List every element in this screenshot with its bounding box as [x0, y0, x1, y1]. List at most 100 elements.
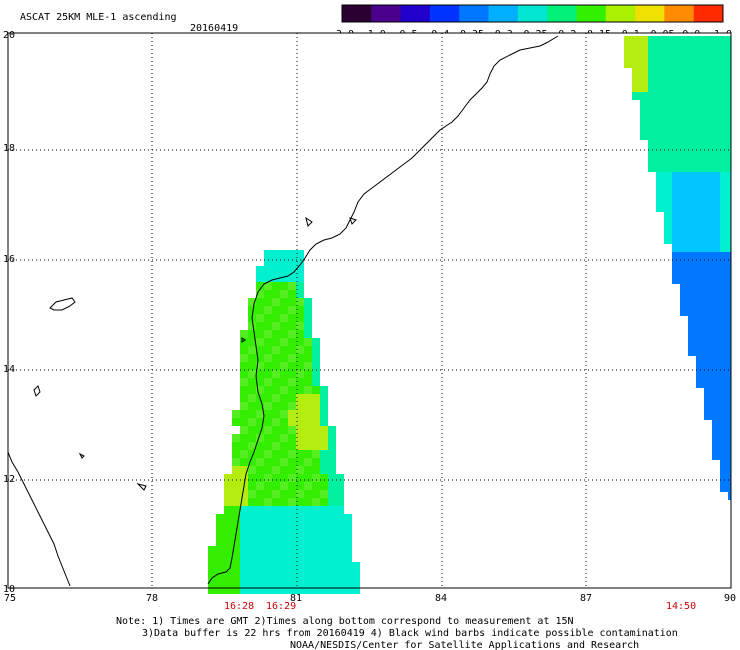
- swath-cell: [296, 354, 304, 362]
- swath-cell: [272, 562, 280, 570]
- swath-cell: [312, 442, 320, 450]
- swath-cell: [288, 298, 296, 306]
- swath-cell: [728, 436, 731, 444]
- swath-cell: [288, 530, 296, 538]
- swath-cell: [320, 402, 328, 410]
- swath-cell: [224, 530, 232, 538]
- swath-cell: [664, 172, 672, 180]
- swath-cell: [248, 506, 256, 514]
- swath-cell: [280, 258, 288, 266]
- swath-cell: [712, 380, 720, 388]
- swath-cell: [320, 386, 328, 394]
- colorbar-swatch: [429, 5, 460, 22]
- swath-cell: [672, 132, 680, 140]
- swath-cell: [232, 586, 240, 594]
- swath-cell: [272, 378, 280, 386]
- swath-cell: [656, 116, 664, 124]
- swath-cell: [696, 364, 704, 372]
- swath-cell: [632, 36, 640, 44]
- swath-cell: [336, 570, 344, 578]
- swath-cell: [664, 228, 672, 236]
- swath-cell: [248, 330, 256, 338]
- product-date: 20160419: [190, 23, 238, 34]
- swath-cell: [320, 466, 328, 474]
- swath-cell: [720, 76, 728, 84]
- swath-cell: [664, 220, 672, 228]
- swath-cell: [672, 36, 680, 44]
- swath-cell: [280, 442, 288, 450]
- swath-cell: [272, 250, 280, 258]
- swath-cell: [728, 452, 731, 460]
- swath-cell: [304, 418, 312, 426]
- swath-cell: [696, 268, 704, 276]
- swath-cell: [688, 340, 696, 348]
- swath-cell: [720, 340, 728, 348]
- swath-cell: [328, 466, 336, 474]
- swath-cell: [264, 546, 272, 554]
- swath-cell: [656, 52, 664, 60]
- swath-cell: [640, 124, 648, 132]
- swath-cell: [672, 68, 680, 76]
- swath-cell: [240, 394, 248, 402]
- swath-cell: [688, 236, 696, 244]
- swath-cell: [688, 188, 696, 196]
- swath-cell: [720, 412, 728, 420]
- swath-cell: [240, 466, 248, 474]
- swath-cell: [288, 306, 296, 314]
- swath-cell: [296, 378, 304, 386]
- swath-cell: [304, 322, 312, 330]
- swath-cell: [704, 308, 712, 316]
- swath-cell: [656, 124, 664, 132]
- swath-cell: [320, 586, 328, 594]
- swath-cell: [280, 322, 288, 330]
- swath-cell: [272, 474, 280, 482]
- swath-cell: [688, 212, 696, 220]
- swath-cell: [296, 298, 304, 306]
- swath-cell: [328, 554, 336, 562]
- swath-cell: [264, 562, 272, 570]
- swath-cell: [648, 164, 656, 172]
- swath-cell: [312, 386, 320, 394]
- swath-cell: [312, 522, 320, 530]
- swath-cell: [280, 282, 288, 290]
- swath-cell: [688, 316, 696, 324]
- swath-cell: [680, 180, 688, 188]
- swath-cell: [720, 180, 728, 188]
- swath-cell: [688, 68, 696, 76]
- swath-cell: [680, 108, 688, 116]
- swath-cell: [280, 578, 288, 586]
- swath-cell: [728, 284, 731, 292]
- swath-cell: [240, 362, 248, 370]
- swath-cell: [704, 132, 712, 140]
- swath-cell: [720, 172, 728, 180]
- swath-cell: [720, 268, 728, 276]
- swath-cell: [272, 546, 280, 554]
- swath-cell: [256, 298, 264, 306]
- swath-cell: [280, 498, 288, 506]
- swath-cell: [728, 204, 731, 212]
- swath-cell: [256, 442, 264, 450]
- swath-cell: [728, 180, 731, 188]
- swath-cell: [704, 268, 712, 276]
- y-tick-label: 18: [3, 143, 15, 154]
- swath-cell: [712, 92, 720, 100]
- swath-cell: [304, 458, 312, 466]
- swath-cell: [704, 196, 712, 204]
- swath-cell: [256, 562, 264, 570]
- swath-cell: [320, 546, 328, 554]
- swath-cell: [720, 332, 728, 340]
- swath-cell: [712, 372, 720, 380]
- map-background: [8, 33, 731, 588]
- swath-cell: [704, 396, 712, 404]
- swath-cell: [656, 188, 664, 196]
- swath-cell: [672, 204, 680, 212]
- swath-cell: [264, 306, 272, 314]
- swath-cell: [280, 562, 288, 570]
- small-island-e: [349, 217, 357, 225]
- swath-cell: [304, 562, 312, 570]
- swath-cell: [672, 108, 680, 116]
- swath-cell: [728, 60, 731, 68]
- swath-cell: [272, 370, 280, 378]
- swath-cell: [272, 362, 280, 370]
- swath-cell: [720, 140, 728, 148]
